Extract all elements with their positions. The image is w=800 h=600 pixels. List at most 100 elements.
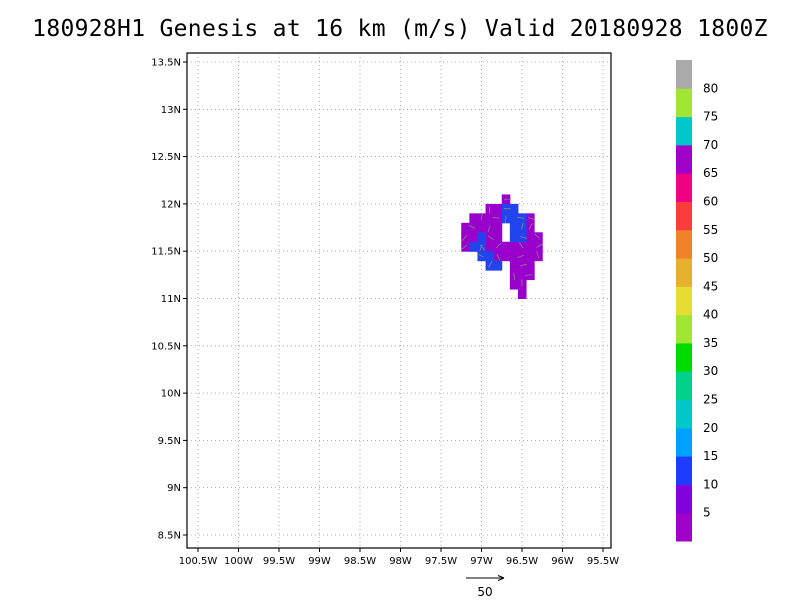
wind-arrow — [525, 274, 533, 276]
colorbar-label: 50 — [703, 251, 718, 265]
wind-arrow — [536, 251, 540, 258]
lat-tick-label: 12.5N — [151, 152, 181, 163]
wind-cell-blue — [509, 213, 519, 224]
lat-tick-label: 9N — [167, 483, 181, 494]
lon-tick-label: 99W — [308, 556, 331, 567]
wind-cell-blue — [493, 260, 503, 271]
colorbar-swatch — [676, 399, 692, 429]
lon-tick-label: 96W — [551, 556, 574, 567]
wind-cell-blue — [509, 232, 519, 243]
map-title: 180928H1 Genesis at 16 km (m/s) Valid 20… — [32, 16, 768, 42]
wind-arrow — [479, 244, 483, 252]
colorbar-label: 75 — [703, 110, 718, 124]
lon-tick-label: 100.5W — [179, 556, 218, 567]
colorbar-swatch — [676, 201, 692, 231]
reference-vector-arrowhead — [497, 575, 505, 581]
lat-tick-label: 13N — [161, 105, 181, 116]
lon-tick-label: 96.5W — [506, 556, 538, 567]
wind-cell-purple — [509, 279, 519, 290]
reference-vector: 50 — [466, 575, 505, 599]
wind-cell-purple — [501, 251, 511, 262]
wind-cell-purple — [485, 213, 495, 224]
colorbar-label: 65 — [703, 166, 718, 180]
colorbar-swatch — [676, 258, 692, 287]
wind-arrow — [488, 260, 493, 268]
wind-arrow — [517, 216, 525, 219]
wind-arrow — [528, 222, 533, 230]
wind-arrow — [496, 253, 501, 261]
wind-arrow — [521, 222, 524, 230]
wind-cell-purple — [517, 270, 527, 281]
wind-cell-purple — [526, 232, 535, 243]
lat-tick-label: 11N — [161, 294, 181, 305]
wind-arrow — [461, 244, 468, 250]
wind-cell-purple — [526, 241, 535, 252]
wind-cell-purple — [526, 251, 535, 262]
wind-arrow — [479, 244, 486, 251]
wind-cell-purple — [526, 260, 535, 271]
colorbar-swatch — [676, 60, 692, 89]
wind-cell-purple — [517, 289, 527, 299]
map-frame — [186, 52, 612, 549]
colorbar-swatch — [676, 286, 692, 316]
reference-vector-label: 50 — [477, 585, 492, 599]
colorbar-swatch — [676, 456, 692, 485]
lon-tick-label: 98W — [389, 556, 412, 567]
colorbar-label: 70 — [703, 138, 718, 152]
wind-arrow — [468, 225, 476, 229]
axis-ticks: 100.5W 100W 99.5W 99W 98.5W 98W 97.5W 97W 96.5W 9… — [151, 58, 619, 568]
colorbar-label: 60 — [703, 194, 718, 208]
wind-speed-shading — [461, 194, 543, 299]
lon-tick-label: 99.5W — [263, 556, 295, 567]
colorbar-swatch — [676, 371, 692, 401]
colorbar-label: 30 — [703, 364, 718, 378]
wind-arrow — [476, 253, 484, 258]
wind-cell-purple — [485, 241, 495, 252]
colorbar-label: 80 — [703, 81, 718, 95]
wind-cell-blue — [485, 251, 495, 262]
wind-cell-purple — [469, 232, 478, 243]
wind-arrow — [504, 216, 507, 224]
lon-tick-label: 97.5W — [425, 556, 457, 567]
wind-cell-purple — [509, 241, 519, 252]
wind-cell-purple — [509, 251, 519, 262]
wind-arrow — [536, 243, 543, 248]
wind-arrow — [496, 242, 502, 249]
colorbar-swatch — [676, 116, 692, 146]
colorbar-swatch — [676, 173, 692, 202]
colorbar-label: 15 — [703, 449, 718, 463]
colorbar-label: 5 — [703, 506, 711, 520]
colorbar-swatch — [676, 342, 692, 372]
wind-arrow — [480, 213, 483, 221]
colorbar-swatch — [676, 314, 692, 344]
wind-arrow — [528, 217, 536, 220]
colorbar-label: 35 — [703, 336, 718, 350]
colorbar-label: 10 — [703, 477, 718, 491]
wind-cell-purple — [509, 260, 519, 271]
colorbar-swatch — [676, 229, 692, 259]
lat-tick-label: 10.5N — [151, 341, 181, 352]
colorbar-swatch — [676, 427, 692, 457]
colorbar-label: 55 — [703, 223, 718, 237]
lat-tick-label: 8.5N — [158, 531, 181, 542]
wind-cell-blue — [469, 241, 478, 252]
wind-arrow — [519, 263, 527, 267]
wind-arrow — [513, 272, 516, 280]
colorbar-label: 25 — [703, 393, 718, 407]
wind-arrow — [517, 254, 525, 259]
lon-tick-label: 95.5W — [587, 556, 619, 567]
colorbar-swatch — [676, 484, 692, 514]
colorbar-swatch — [676, 512, 692, 542]
wind-arrow — [492, 216, 500, 219]
wind-cell-blue — [477, 232, 487, 243]
wind-arrow — [462, 235, 467, 242]
colorbar-swatch — [676, 144, 692, 174]
lat-tick-label: 9.5N — [158, 436, 181, 447]
lat-tick-label: 12N — [161, 199, 181, 210]
wind-arrow — [534, 233, 540, 239]
wind-arrow — [487, 225, 491, 233]
colorbar-label: 40 — [703, 308, 718, 322]
colorbar: 5 10 15 20 25 30 35 40 45 50 55 60 65 70 75 80 — [676, 60, 718, 542]
wind-cell-purple — [469, 213, 478, 224]
